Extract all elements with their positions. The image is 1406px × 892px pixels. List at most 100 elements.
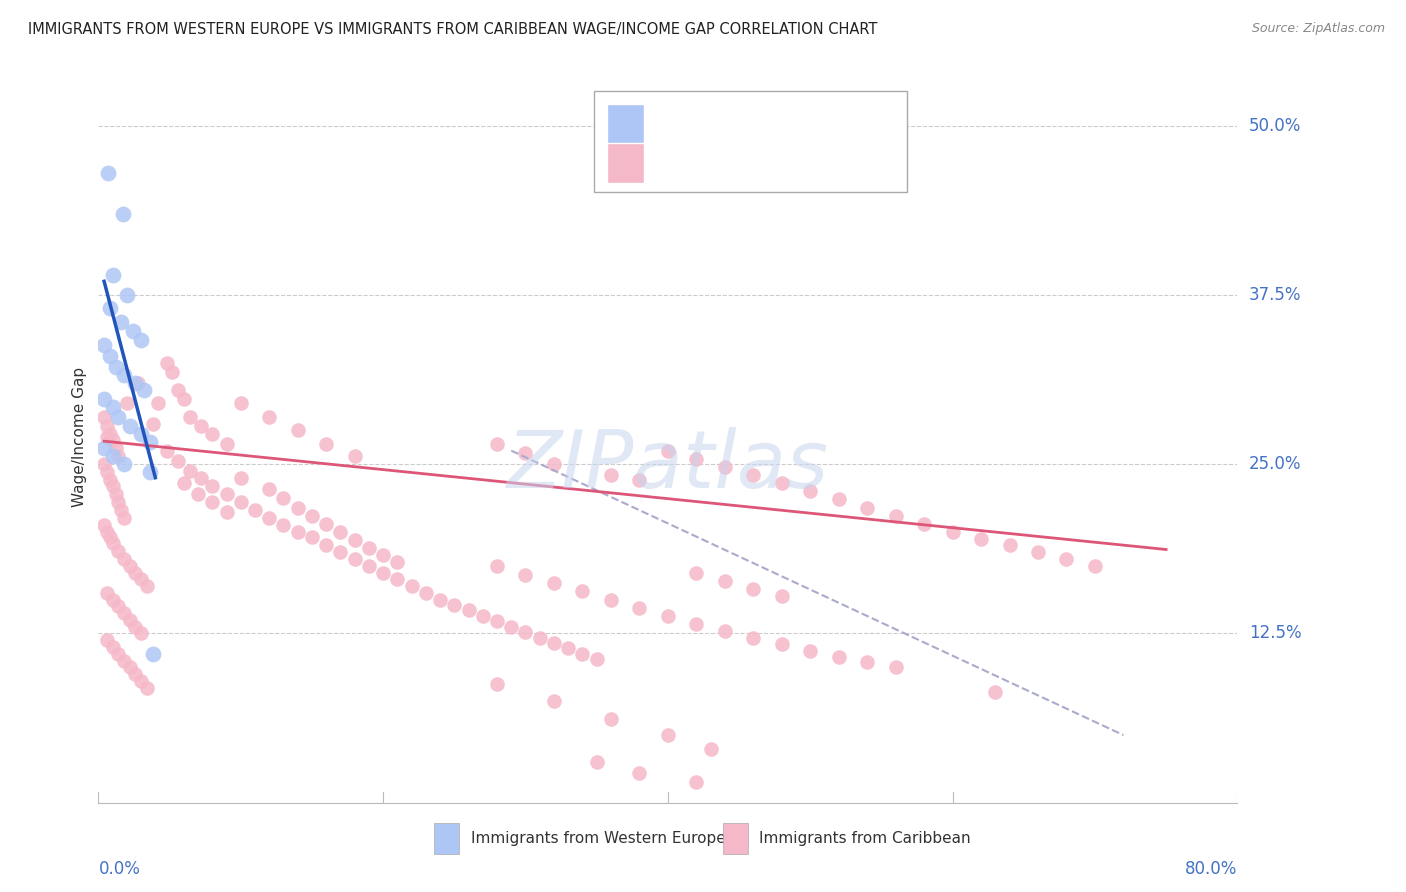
Point [112, 457, 135, 471]
Point [101, 479, 124, 493]
Text: 37.5%: 37.5% [1249, 285, 1301, 304]
Point [93, 338, 115, 352]
Point [104, 441, 127, 455]
Point [343, 552, 366, 566]
Point [93, 392, 115, 406]
Point [571, 647, 593, 661]
Point [912, 516, 935, 531]
Point [600, 712, 623, 726]
Point [112, 552, 135, 566]
Point [138, 435, 160, 450]
Point [600, 468, 623, 483]
Point [315, 516, 337, 531]
Point [984, 684, 1007, 698]
Point [628, 600, 651, 615]
Point [329, 545, 352, 559]
Point [96, 430, 118, 444]
Point [93, 441, 115, 455]
Point [115, 288, 138, 302]
Text: Source: ZipAtlas.com: Source: ZipAtlas.com [1251, 22, 1385, 36]
FancyBboxPatch shape [607, 143, 644, 183]
Point [179, 464, 201, 478]
Point [98, 349, 121, 363]
Point [121, 325, 143, 339]
Point [486, 558, 509, 573]
Point [429, 592, 451, 607]
Point [828, 649, 851, 664]
Point [401, 579, 423, 593]
FancyBboxPatch shape [593, 91, 907, 192]
Point [884, 508, 907, 523]
Point [173, 476, 195, 491]
Point [828, 492, 851, 507]
Point [201, 495, 224, 509]
Point [657, 728, 679, 742]
Point [107, 647, 129, 661]
Point [118, 660, 141, 674]
Y-axis label: Wage/Income Gap: Wage/Income Gap [72, 367, 87, 508]
Point [179, 409, 201, 424]
Point [699, 741, 721, 756]
Point [714, 459, 737, 474]
Point [98, 301, 121, 316]
Point [486, 676, 509, 690]
Point [138, 465, 160, 479]
Point [543, 694, 565, 708]
Point [98, 427, 121, 442]
Point [714, 624, 737, 638]
Point [93, 409, 115, 424]
Point [415, 586, 437, 600]
Point [387, 555, 409, 569]
Point [515, 568, 537, 582]
Point [112, 511, 135, 525]
Point [571, 584, 593, 599]
Point [685, 566, 707, 580]
Text: Immigrants from Western Europe: Immigrants from Western Europe [471, 831, 725, 847]
Point [112, 368, 135, 382]
Point [600, 592, 623, 607]
Point [115, 396, 138, 410]
Point [215, 505, 238, 519]
Point [124, 620, 146, 634]
Point [543, 636, 565, 650]
Point [387, 572, 409, 586]
Text: R = -0.349   N =  25: R = -0.349 N = 25 [661, 117, 844, 132]
Point [129, 626, 152, 640]
Point [129, 673, 152, 688]
Point [107, 449, 129, 463]
Point [167, 383, 190, 397]
Point [132, 383, 155, 397]
Point [173, 392, 195, 406]
Point [129, 333, 152, 347]
Point [101, 401, 124, 415]
Point [110, 315, 132, 329]
Point [942, 524, 965, 539]
Point [501, 620, 523, 634]
Point [101, 535, 124, 549]
Point [259, 482, 281, 496]
Point [129, 572, 152, 586]
Point [98, 474, 121, 488]
Point [799, 484, 821, 499]
Point [1056, 552, 1078, 566]
Point [215, 437, 238, 451]
Point [243, 503, 266, 517]
Point [557, 641, 579, 656]
Point [273, 491, 295, 505]
Point [970, 532, 993, 546]
Point [96, 524, 118, 539]
Point [98, 530, 121, 544]
Point [443, 598, 465, 612]
Point [1084, 558, 1107, 573]
Point [190, 471, 212, 485]
Point [97, 166, 120, 180]
Point [543, 457, 565, 471]
Point [685, 617, 707, 632]
Point [104, 487, 127, 501]
Point [585, 755, 607, 769]
Point [93, 457, 115, 471]
Point [714, 574, 737, 588]
Point [201, 427, 224, 442]
Point [1026, 545, 1049, 559]
Point [685, 451, 707, 466]
